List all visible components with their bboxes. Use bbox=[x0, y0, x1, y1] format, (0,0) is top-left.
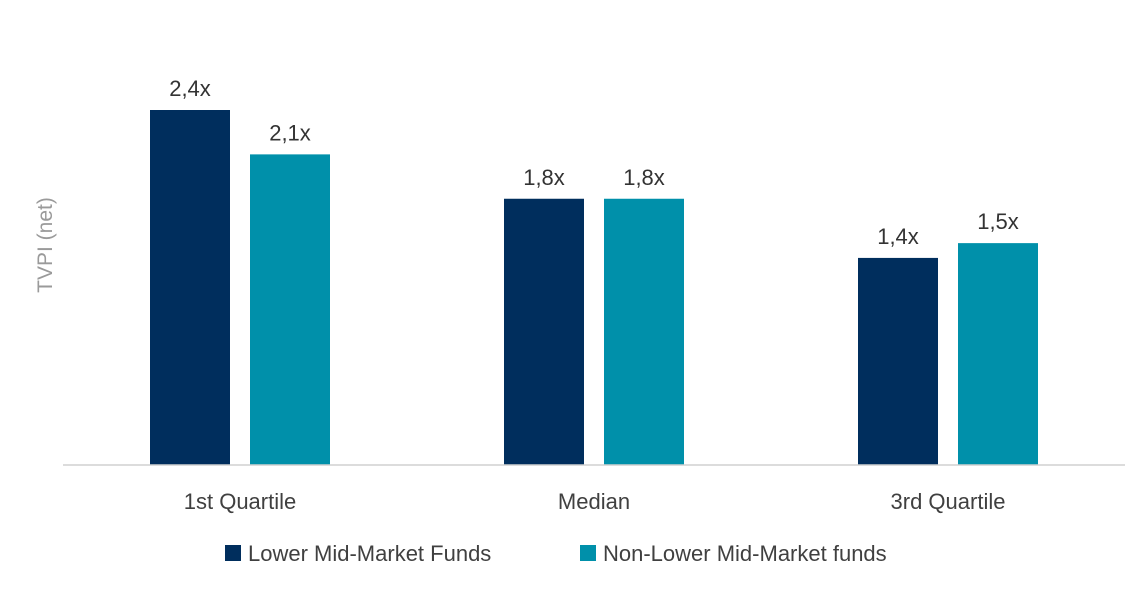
bar-non-lower-mid-market-3 bbox=[958, 243, 1038, 465]
data-label: 2,4x bbox=[169, 76, 211, 101]
legend-label: Non-Lower Mid-Market funds bbox=[603, 541, 887, 566]
bars-layer bbox=[150, 110, 1038, 465]
data-label: 2,1x bbox=[269, 120, 311, 145]
category-label: 3rd Quartile bbox=[891, 489, 1006, 514]
category-label: Median bbox=[558, 489, 630, 514]
bar-lower-mid-market-1 bbox=[150, 110, 230, 465]
legend-swatch bbox=[225, 545, 241, 561]
data-labels-layer: 2,4x 2,1x 1,8x 1,8x 1,4x 1,5x bbox=[169, 76, 1019, 249]
data-label: 1,8x bbox=[623, 165, 665, 190]
category-labels-layer: 1st Quartile Median 3rd Quartile bbox=[184, 489, 1006, 514]
legend-swatch bbox=[580, 545, 596, 561]
bar-lower-mid-market-3 bbox=[858, 257, 938, 465]
data-label: 1,8x bbox=[523, 165, 565, 190]
data-label: 1,5x bbox=[977, 209, 1019, 234]
bar-non-lower-mid-market-2 bbox=[604, 198, 684, 465]
legend-label: Lower Mid-Market Funds bbox=[248, 541, 491, 566]
y-axis-title: TVPI (net) bbox=[34, 197, 57, 293]
data-label: 1,4x bbox=[877, 224, 919, 249]
category-label: 1st Quartile bbox=[184, 489, 297, 514]
legend: Lower Mid-Market Funds Non-Lower Mid-Mark… bbox=[225, 541, 887, 566]
bar-lower-mid-market-2 bbox=[504, 198, 584, 465]
bar-non-lower-mid-market-1 bbox=[250, 154, 330, 465]
